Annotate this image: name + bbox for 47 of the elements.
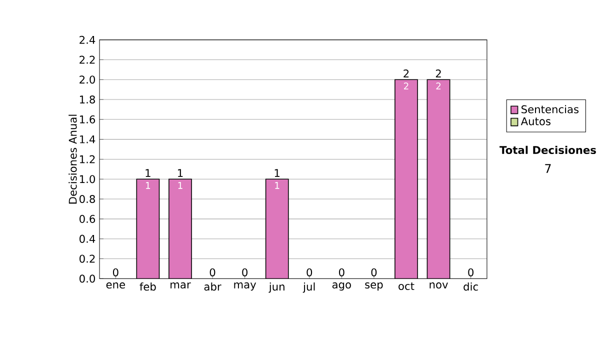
y-tick-label: 0.4 (80, 234, 96, 243)
total-label: 0 (112, 268, 118, 276)
total-label: 2 (404, 69, 409, 78)
x-tick-label: nov (430, 282, 448, 288)
y-tick-label: 1.8 (80, 95, 95, 104)
x-tick-label: ago (332, 282, 351, 290)
y-tick-label: 1.2 (80, 155, 95, 163)
x-tick-label: abr (204, 282, 222, 290)
data-label: 1 (275, 182, 280, 189)
y-tick-label: 2.0 (80, 75, 96, 84)
y-tick-label: 1.0 (80, 174, 96, 183)
y-tick-label: 0.6 (80, 214, 96, 223)
total-label: 1 (146, 168, 150, 177)
data-label: 1 (178, 182, 182, 189)
x-tick-label: mar (170, 282, 191, 288)
x-tick-label: dic (464, 282, 478, 290)
total-label: 1 (274, 168, 280, 177)
x-tick-label: sep (365, 282, 383, 290)
total-label: 0 (210, 268, 216, 276)
y-tick-label: 1.6 (80, 115, 96, 124)
y-tick-label: 0.8 (80, 194, 95, 203)
total-label: 0 (468, 268, 474, 276)
x-tick-label: jul (302, 282, 315, 293)
data-label: 1 (146, 182, 150, 189)
data-label: 2 (436, 82, 441, 90)
y-tick-label: 2.2 (80, 56, 95, 64)
x-tick-label: jun (268, 282, 284, 293)
y-axis-title: Decisiones Anual (68, 114, 77, 204)
x-tick-label: ene (106, 282, 125, 288)
x-tick-label: feb (140, 282, 156, 290)
text: 7 (545, 164, 551, 173)
y-tick-label: 0.0 (80, 274, 96, 282)
y-tick-label: 2.4 (80, 36, 96, 44)
x-tick-label: oct (398, 282, 414, 290)
total-label: 0 (242, 268, 248, 276)
x-tick-label: may (234, 282, 256, 290)
total-label: 1 (178, 168, 183, 177)
total-label: 0 (371, 268, 377, 276)
data-label: 2 (404, 82, 408, 90)
y-tick-label: 0.2 (80, 254, 95, 263)
legend-label: Sentencias (522, 104, 579, 114)
total-label: 2 (436, 69, 441, 78)
y-tick-label: 1.4 (80, 135, 96, 144)
total-label: 0 (306, 268, 312, 276)
total-label: 0 (338, 268, 344, 276)
text: Total Decisiones (500, 146, 596, 154)
legend-label: Autos (520, 117, 550, 126)
